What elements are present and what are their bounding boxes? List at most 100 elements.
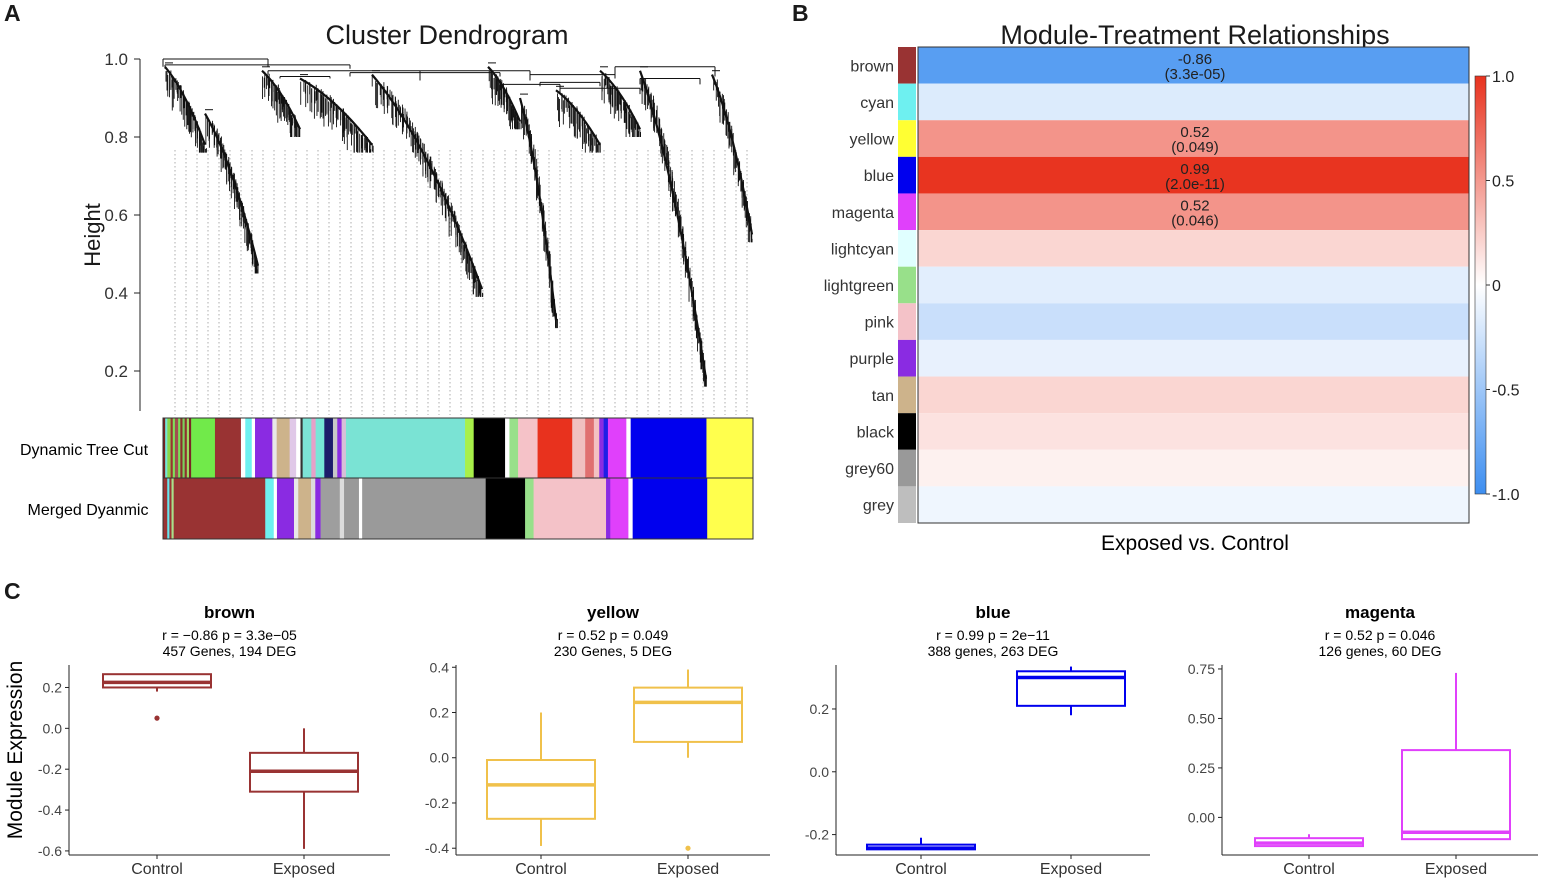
box-outlier — [685, 845, 691, 851]
heatmap-cell — [918, 376, 1469, 414]
boxplot-stat: r = 0.52 p = 0.049 — [558, 627, 669, 643]
module-label: grey60 — [845, 461, 894, 478]
dynamic-tree-cut-segment — [537, 418, 573, 478]
merged-dynamic-segment — [485, 478, 526, 539]
module-label: grey — [863, 498, 894, 515]
merged-dynamic-segment — [707, 478, 754, 539]
dynamic-tree-cut-segment — [240, 418, 246, 478]
boxplot-title: blue — [976, 603, 1011, 622]
dynamic-tree-cut-segment — [300, 418, 303, 478]
heatmap-cell — [918, 83, 1469, 121]
heatmap-cell-pvalue: (2.0e-11) — [1165, 176, 1225, 193]
module-label: purple — [850, 351, 895, 368]
heatmap-title: Module-Treatment Relationships — [1000, 20, 1389, 50]
dendrogram-tick-label: 0.4 — [104, 284, 128, 303]
dynamic-tree-cut-segment — [302, 418, 312, 478]
colorbar — [1474, 75, 1487, 495]
dynamic-tree-cut-segment — [180, 418, 183, 478]
dendrogram-branch — [555, 89, 601, 146]
merged-dynamic-segment — [171, 478, 174, 539]
dynamic-tree-cut-segment — [296, 418, 301, 478]
heatmap-cell-pvalue: (3.3e-05) — [1165, 66, 1226, 83]
dynamic-tree-cut-segment — [337, 418, 342, 478]
row-label-dynamic-tree-cut: Dynamic Tree Cut — [20, 442, 149, 459]
dynamic-tree-cut-segment — [603, 418, 609, 478]
dendrogram-branch — [518, 97, 558, 321]
heatmap-cell — [918, 266, 1469, 304]
merged-dynamic-segment — [276, 478, 295, 539]
heatmap-cell — [918, 230, 1469, 267]
merged-dynamic-segment — [610, 478, 629, 539]
dynamic-tree-cut-segment — [184, 418, 188, 478]
heatmap-cell-value: 0.52 — [1180, 124, 1209, 141]
boxplot-tick-label: -0.6 — [38, 843, 62, 859]
dynamic-tree-cut-segment — [518, 418, 538, 478]
heatmap-cell-value: 0.99 — [1180, 161, 1209, 178]
module-label: pink — [865, 315, 895, 332]
merged-dynamic-segment — [320, 478, 341, 539]
box-body — [486, 759, 596, 820]
boxplot-tick-label: -0.2 — [805, 827, 829, 843]
boxplot-genes: 457 Genes, 194 DEG — [163, 643, 297, 659]
boxplot-group-label: Exposed — [1040, 861, 1102, 878]
module-label: brown — [850, 58, 894, 75]
module-swatch — [898, 339, 916, 377]
dynamic-tree-cut-segment — [630, 418, 707, 478]
dynamic-tree-cut-segment — [585, 418, 595, 478]
heatmap-cell — [918, 449, 1469, 487]
module-swatch — [898, 230, 916, 267]
heatmap-cell — [918, 339, 1469, 377]
boxplot-group-label: Control — [1283, 861, 1335, 878]
merged-dynamic-segment — [362, 478, 486, 539]
merged-dynamic-segment — [167, 478, 170, 539]
heatmap-cell — [918, 156, 1469, 194]
heatmap-cell — [918, 47, 1469, 84]
dynamic-tree-cut-segment — [473, 418, 506, 478]
dynamic-tree-cut-segment — [289, 418, 297, 478]
dendrogram-panel: Cluster Dendrogram Height 1.0 0.8 0.6 0.4 0.… — [20, 20, 754, 540]
dynamic-tree-cut-segment — [188, 418, 192, 478]
merged-dynamic-segment — [632, 478, 708, 539]
colorbar-tick-label: -1.0 — [1492, 487, 1520, 504]
module-swatch — [898, 120, 916, 157]
boxplot-tick-label: -0.4 — [38, 802, 62, 818]
boxplot-group-label: Exposed — [273, 861, 335, 878]
dynamic-tree-cut-segment — [163, 418, 166, 478]
boxplot-title: brown — [204, 603, 255, 622]
dynamic-tree-cut-segment — [505, 418, 510, 478]
dendrogram-title: Cluster Dendrogram — [325, 20, 568, 50]
merged-dynamic-segment — [606, 478, 611, 539]
box-outlier — [154, 715, 160, 721]
module-label: blue — [864, 168, 894, 185]
boxplot-tick-label: 0.2 — [43, 679, 63, 695]
boxplot-genes: 126 genes, 60 DEG — [1319, 643, 1442, 659]
boxplot-tick-label: 0.0 — [810, 764, 830, 780]
colorbar-tick-label: 0 — [1492, 278, 1501, 295]
dynamic-tree-cut-segment — [607, 418, 627, 478]
dynamic-tree-cut-segment — [178, 418, 181, 478]
boxplot-tick-label: 0.4 — [430, 659, 450, 675]
dynamic-tree-cut-segment — [572, 418, 586, 478]
dendrogram-branch — [638, 70, 708, 379]
module-label: yellow — [850, 132, 895, 149]
boxplot-title: yellow — [587, 603, 640, 622]
panel-letter-b: B — [792, 0, 809, 26]
dendrogram-tick-label: 0.6 — [104, 206, 128, 225]
boxplot-group-label: Control — [895, 861, 947, 878]
merged-dynamic-segment — [315, 478, 321, 539]
box-body — [633, 686, 743, 743]
boxplot-tick-label: 0.2 — [810, 701, 830, 717]
merged-dynamic-segment — [344, 478, 360, 539]
dynamic-tree-cut-segment — [191, 418, 216, 478]
dynamic-tree-cut-segment — [509, 418, 519, 478]
heatmap-panel: Module-Treatment Relationships brown -0.8… — [824, 20, 1520, 555]
boxplot-group-label: Exposed — [657, 861, 719, 878]
dynamic-tree-cut-segment — [593, 418, 600, 478]
colorbar-tick-label: 0.5 — [1492, 174, 1514, 191]
merged-dynamic-segment — [163, 478, 168, 539]
dynamic-tree-cut-segment — [345, 418, 466, 478]
merged-dynamic-segment — [169, 478, 172, 539]
